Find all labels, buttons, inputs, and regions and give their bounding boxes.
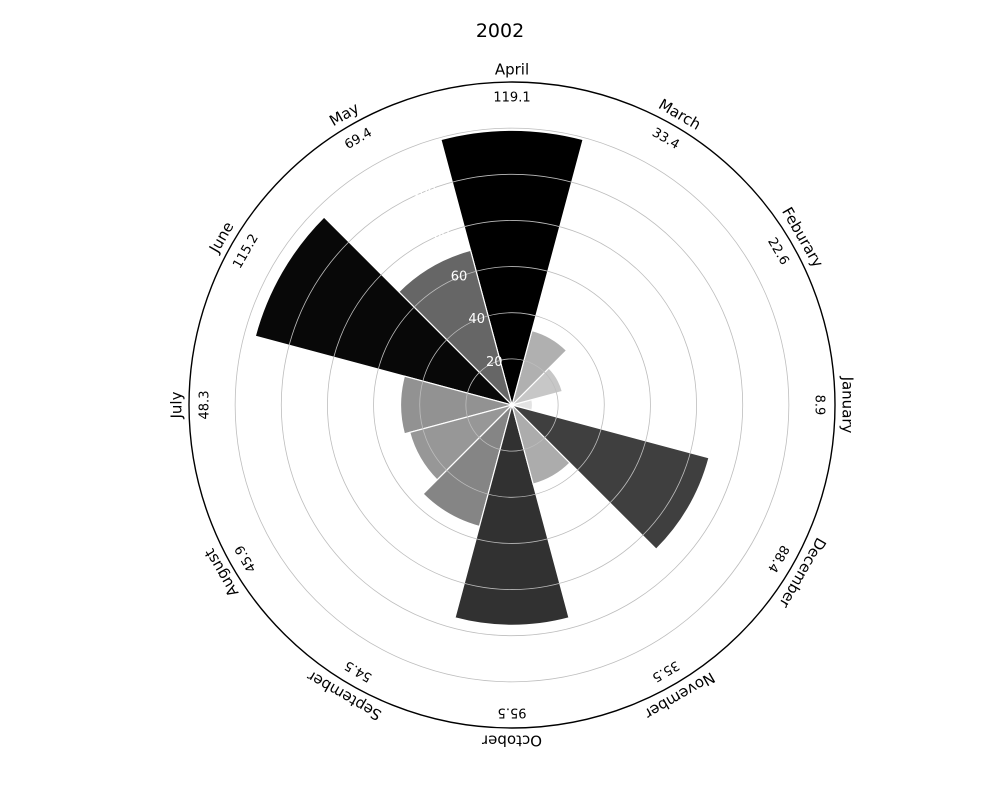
bar-october [454, 402, 570, 626]
bar-june [254, 216, 515, 407]
radial-tick-label-20: 20 [486, 355, 503, 370]
value-label-feburary: 22.6 [764, 235, 791, 268]
grid-circle-80 [327, 220, 697, 590]
value-label-november: 35.5 [649, 657, 682, 684]
bar-december [509, 403, 710, 551]
grid-layer [234, 127, 790, 683]
value-label-august: 45.9 [232, 542, 259, 575]
radial-tick-label-40: 40 [468, 312, 485, 327]
category-label-june: June [205, 219, 237, 257]
value-label-january: 8.9 [812, 395, 827, 416]
radial-tick-label-60: 60 [451, 270, 468, 285]
bar-july [400, 375, 515, 435]
value-label-october: 95.5 [498, 705, 527, 720]
grid-circle-40 [419, 312, 605, 498]
value-label-may: 69.4 [342, 125, 375, 152]
value-label-september: 54.5 [342, 657, 375, 684]
grid-circle-120 [234, 127, 790, 683]
category-label-july: July [168, 391, 186, 419]
category-label-october: October [481, 732, 542, 750]
radial-tick-layer: 20 40 60 80 100 [411, 184, 502, 370]
value-label-april: 119.1 [493, 91, 530, 106]
bars-layer [254, 129, 710, 626]
chart-title: 2002 [475, 20, 525, 42]
bar-april [440, 129, 584, 408]
value-label-march: 33.4 [649, 125, 682, 152]
category-label-january: January [839, 376, 857, 434]
grid-circle-60 [373, 266, 651, 544]
grid-circle-100 [280, 173, 744, 637]
category-label-may: May [326, 99, 362, 130]
value-label-july: 48.3 [198, 391, 213, 420]
grid-circle-20 [465, 358, 559, 452]
radial-tick-label-100: 100 [411, 184, 436, 199]
radial-tick-label-80: 80 [433, 227, 450, 242]
value-label-december: 88.4 [764, 542, 791, 575]
polar-frame [188, 81, 836, 729]
category-label-april: April [495, 61, 529, 79]
